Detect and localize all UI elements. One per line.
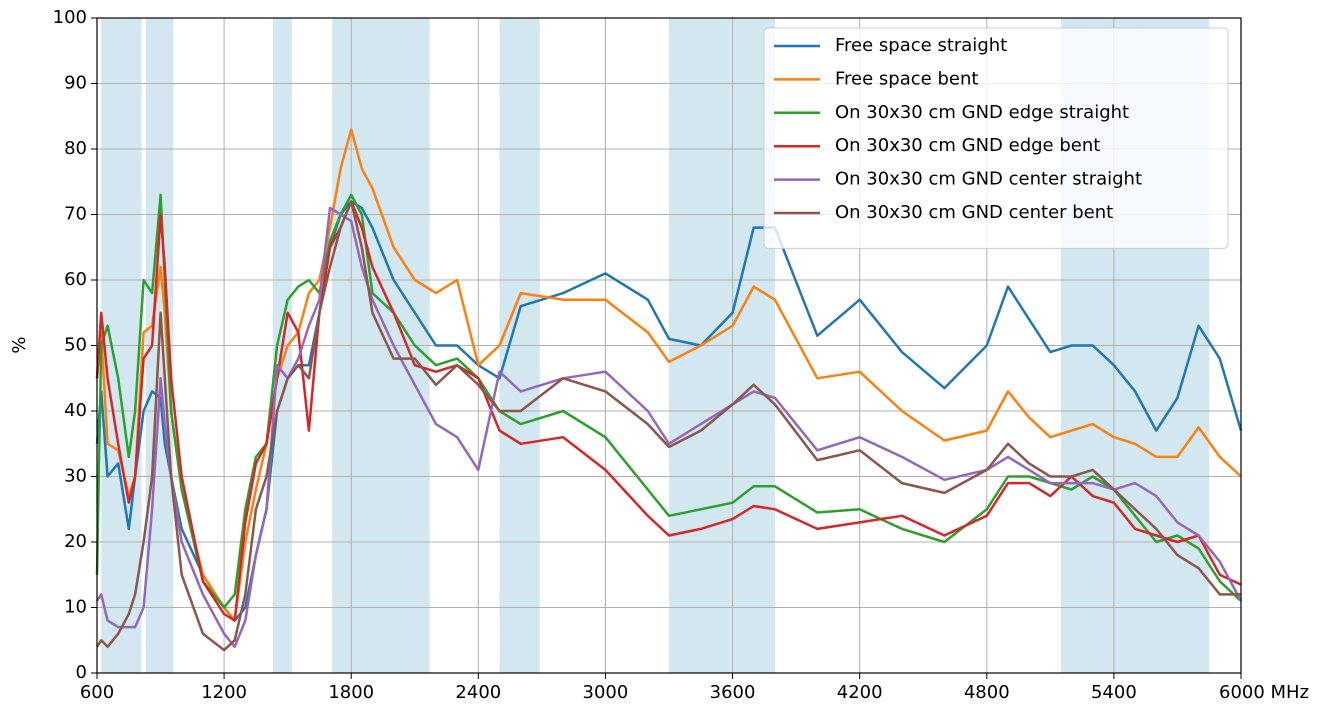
x-tick-label: 600 [80, 682, 114, 703]
y-axis-label: % [9, 336, 30, 353]
x-tick-label: 3600 [710, 682, 756, 703]
legend-box [763, 27, 1229, 249]
y-tick-label: 40 [64, 400, 87, 421]
y-tick-label: 30 [64, 466, 87, 487]
x-tick-label: 2400 [455, 682, 501, 703]
x-tick-label: 6000 MHz [1219, 682, 1309, 703]
x-tick-label: 1800 [328, 682, 374, 703]
legend-label: On 30x30 cm GND center bent [835, 202, 1113, 223]
series-line [95, 193, 1242, 609]
y-tick-label: 0 [76, 662, 87, 683]
x-tick-label: 1200 [201, 682, 247, 703]
y-tick-label: 50 [64, 335, 87, 356]
legend-label: On 30x30 cm GND edge straight [835, 102, 1129, 123]
legend-label: Free space straight [835, 35, 1007, 56]
legend-label: On 30x30 cm GND edge bent [835, 135, 1100, 156]
x-tick-label: 5400 [1091, 682, 1137, 703]
legend-label: Free space bent [835, 68, 978, 89]
series-line [95, 200, 1242, 622]
y-tick-label: 100 [53, 7, 87, 28]
lines [95, 128, 1243, 652]
legend: Free space straight Free space bent On 30x… [763, 27, 1229, 249]
y-tick-label: 60 [64, 269, 87, 290]
y-tick-label: 70 [64, 204, 87, 225]
y-tick-label: 20 [64, 531, 87, 552]
y-tick-label: 10 [64, 597, 87, 618]
legend-label: On 30x30 cm GND center straight [835, 169, 1142, 190]
x-tick-label: 4200 [837, 682, 883, 703]
y-tick-label: 90 [64, 73, 87, 94]
x-tick-label: 4800 [964, 682, 1010, 703]
y-tick-label: 80 [64, 138, 87, 159]
ticks: 0 10 20 30 40 50 60 70 80 90 100 600 1200 1800 2400 300… [53, 7, 1309, 703]
x-tick-label: 3000 [583, 682, 629, 703]
series-line [95, 200, 1241, 652]
